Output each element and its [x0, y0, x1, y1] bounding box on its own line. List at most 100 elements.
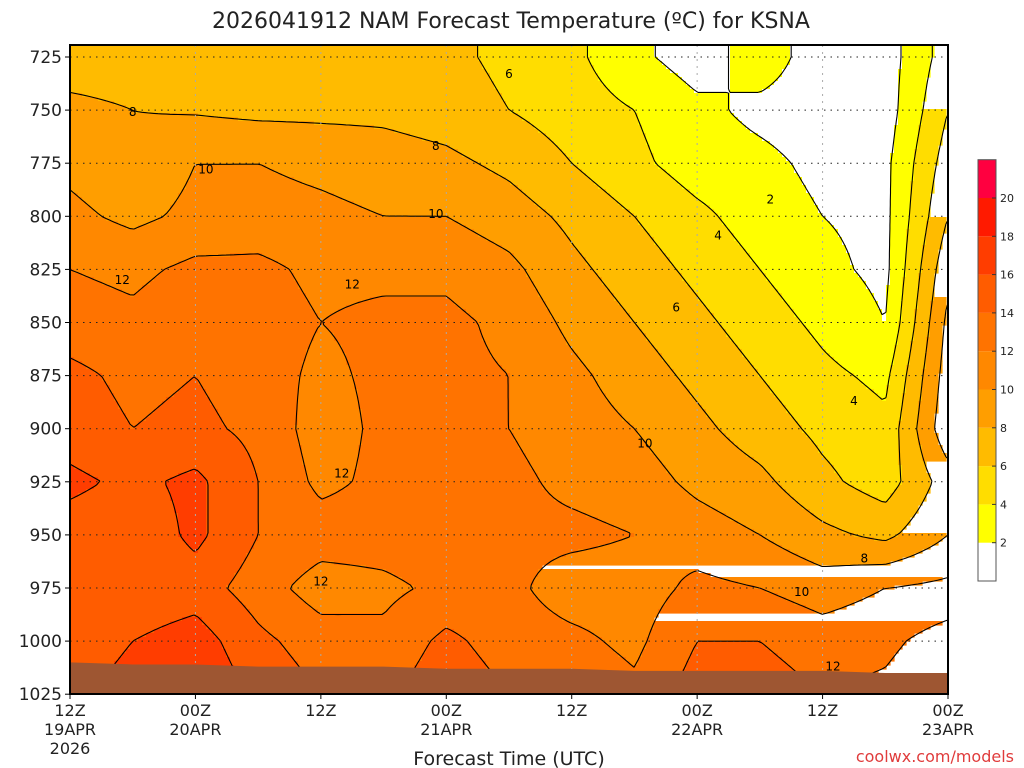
temperature-band-cell [898, 445, 923, 450]
temperature-band-cell [918, 409, 939, 414]
temperature-band-cell [710, 505, 803, 510]
temperature-band-cell [302, 365, 351, 370]
temperature-band-cell [762, 641, 907, 646]
temperature-band-cell [774, 541, 939, 546]
temperature-band-cell [682, 273, 767, 278]
contour-label: 4 [850, 394, 858, 408]
temperature-band-cell [654, 241, 739, 246]
temperature-band-cell [510, 409, 619, 414]
temperature-band-cell [310, 305, 347, 310]
temperature-band-cell [70, 145, 451, 150]
temperature-band-cell [170, 265, 287, 270]
temperature-band-cell [778, 289, 871, 294]
temperature-band-cell [298, 405, 359, 410]
temperature-band-cell [850, 261, 891, 266]
temperature-band-cell [70, 305, 311, 310]
temperature-band-cell [750, 257, 851, 262]
temperature-band-cell [714, 317, 799, 322]
temperature-band-cell [70, 405, 119, 410]
temperature-band-cell [70, 517, 179, 522]
temperature-band-cell [614, 525, 747, 530]
temperature-band-cell [586, 257, 671, 262]
temperature-band-cell [730, 89, 763, 94]
temperature-band-cell [402, 593, 535, 598]
temperature-band-cell [906, 369, 923, 374]
temperature-band-cell [894, 361, 911, 366]
temperature-band-cell [918, 433, 939, 438]
temperature-band-cell [310, 301, 359, 306]
temperature-band-cell [882, 313, 887, 318]
temperature-band-cell [814, 513, 915, 518]
temperature-band-cell [898, 117, 923, 122]
temperature-band-cell [686, 489, 787, 494]
temperature-band-cell [298, 401, 359, 406]
temperature-band-cell [130, 645, 223, 650]
temperature-band-cell [70, 525, 179, 530]
temperature-band-cell [886, 285, 903, 290]
temperature-band-cell [918, 293, 935, 298]
temperature-band-cell [918, 281, 935, 286]
temperature-band-cell [550, 609, 659, 614]
temperature-band-cell [894, 141, 919, 146]
temperature-band-cell [450, 217, 555, 222]
temperature-band-cell [70, 105, 127, 110]
temperature-band-cell [550, 561, 815, 566]
temperature-band-cell [486, 237, 571, 242]
temperature-band-cell [802, 321, 899, 326]
temperature-band-cell [70, 565, 243, 570]
temperature-band-cell [70, 381, 107, 386]
plot-frame [69, 44, 949, 695]
temperature-band-cell [794, 417, 903, 422]
temperature-band-cell [594, 373, 675, 378]
temperature-band-cell [334, 561, 551, 566]
temperature-band-cell [514, 433, 639, 438]
temperature-band-cell [70, 653, 123, 658]
temperature-band-cell [570, 241, 655, 246]
temperature-band-cell [926, 241, 943, 246]
temperature-band-cell [138, 289, 303, 294]
credit-link[interactable]: coolwx.com/models [856, 747, 1014, 766]
temperature-band-cell [906, 269, 923, 274]
temperature-band-cell [570, 345, 655, 350]
temperature-band-cell [98, 97, 503, 102]
temperature-band-cell [70, 457, 251, 462]
temperature-band-cell [882, 317, 887, 322]
temperature-band-cell [166, 485, 207, 490]
temperature-band-cell [70, 537, 183, 542]
temperature-band-cell [898, 97, 927, 102]
temperature-band-cell [898, 73, 931, 78]
temperature-band-cell [566, 341, 651, 346]
temperature-band-cell [222, 417, 299, 422]
temperature-band-cell [426, 649, 475, 654]
temperature-band-cell [890, 497, 927, 502]
temperature-band-cell [898, 109, 923, 114]
temperature-band-cell [834, 357, 895, 362]
temperature-band-cell [606, 641, 647, 646]
temperature-band-cell [886, 313, 903, 318]
temperature-band-cell [922, 265, 939, 270]
temperature-band-cell [906, 265, 923, 270]
temperature-band-cell [510, 393, 607, 398]
temperature-band-cell [278, 261, 519, 266]
temperature-band-cell [70, 341, 311, 346]
temperature-band-cell [922, 457, 947, 462]
temperature-band-cell [898, 337, 915, 342]
temperature-band-cell [70, 601, 243, 606]
temperature-band-cell [306, 469, 355, 474]
temperature-band-cell [898, 441, 919, 446]
temperature-band-cell [906, 241, 927, 246]
x-tick-label: 12Z [54, 701, 85, 720]
temperature-band-cell [458, 305, 547, 310]
temperature-band-cell [806, 189, 891, 194]
temperature-band-cell [558, 221, 639, 226]
colorbar-label: 8 [1000, 422, 1007, 435]
temperature-band-cell [774, 477, 843, 482]
temperature-band-cell [458, 633, 595, 638]
temperature-band-cell [478, 53, 587, 58]
temperature-band-cell [898, 85, 927, 90]
temperature-band-cell [510, 421, 631, 426]
temperature-band-cell [810, 437, 899, 442]
temperature-band-cell [922, 449, 943, 454]
temperature-band-cell [838, 361, 895, 366]
temperature-band-cell [350, 481, 543, 486]
